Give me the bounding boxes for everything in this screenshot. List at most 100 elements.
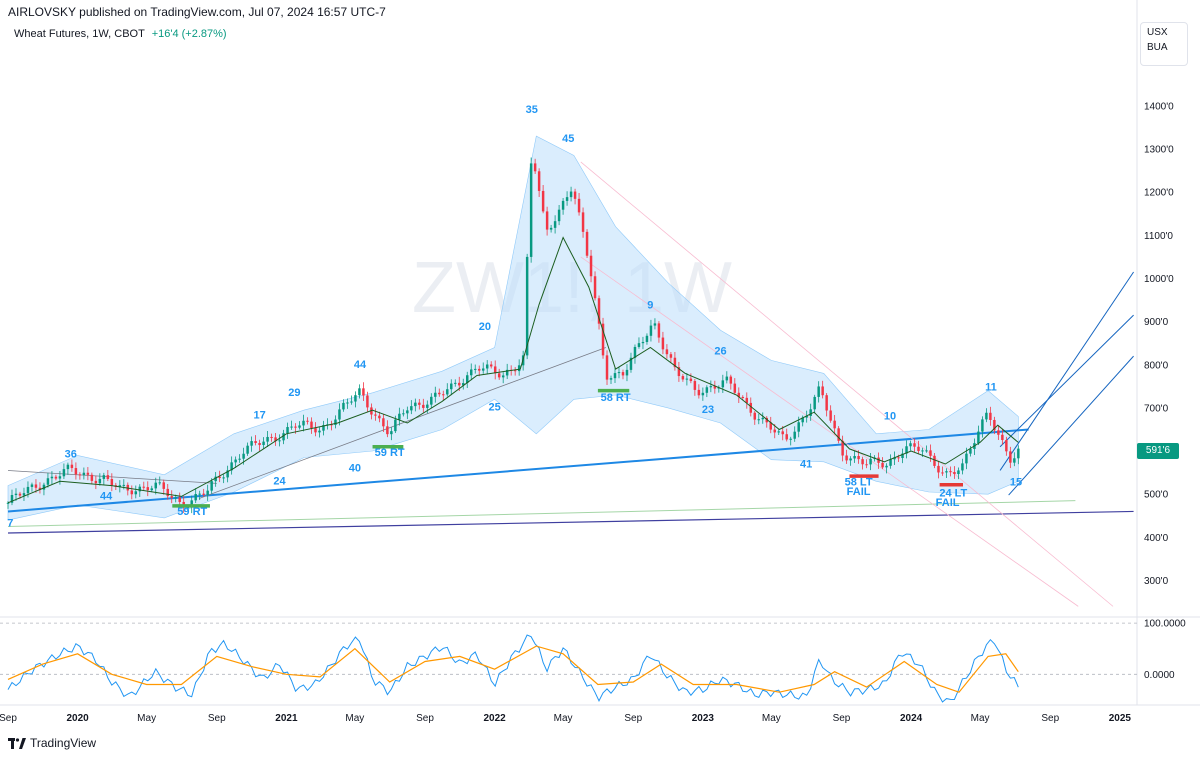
candle-body bbox=[881, 462, 884, 468]
candle-body bbox=[661, 337, 665, 350]
annotation-label: 58 LT bbox=[845, 477, 873, 489]
candle-body bbox=[282, 433, 285, 441]
candle-body bbox=[430, 396, 433, 405]
candle-body bbox=[893, 457, 896, 460]
trendline-channel-1 bbox=[999, 271, 1134, 471]
candle-body bbox=[901, 453, 904, 459]
candle-body bbox=[302, 420, 305, 426]
candle-body bbox=[246, 445, 249, 454]
candle-body bbox=[194, 493, 197, 501]
tradingview-logo[interactable]: TradingView bbox=[8, 736, 96, 750]
annotation-label: 23 bbox=[702, 404, 714, 416]
candle-body bbox=[929, 450, 932, 456]
candle-body bbox=[473, 368, 477, 370]
candle-body bbox=[497, 373, 501, 378]
candle-body bbox=[46, 478, 50, 485]
candle-body bbox=[454, 382, 457, 384]
annotation-label: 17 bbox=[253, 410, 265, 422]
candle-body bbox=[230, 462, 233, 471]
candle-body bbox=[242, 453, 245, 459]
candle-body bbox=[22, 493, 26, 496]
annotation-label: 11 bbox=[985, 382, 997, 394]
candle-body bbox=[178, 497, 181, 502]
candle-body bbox=[334, 419, 337, 425]
candle-body bbox=[422, 404, 425, 408]
candle-body bbox=[585, 231, 589, 256]
symbol-name: Wheat Futures, 1W, CBOT bbox=[14, 28, 145, 40]
trendline-decline-1 bbox=[580, 161, 1114, 607]
candle-body bbox=[82, 472, 86, 476]
candle-body bbox=[605, 355, 609, 380]
candle-body bbox=[290, 426, 293, 428]
candle-body bbox=[110, 478, 114, 486]
candle-body bbox=[6, 502, 10, 504]
candle-body bbox=[689, 378, 693, 382]
candle-body bbox=[629, 357, 633, 370]
candle-body bbox=[330, 424, 333, 426]
trendline-channel-2 bbox=[999, 314, 1134, 448]
candle-body bbox=[278, 440, 281, 442]
candle-body bbox=[262, 441, 265, 446]
candle-body bbox=[697, 389, 701, 396]
sma-line bbox=[7, 236, 1019, 504]
candle-body bbox=[981, 419, 984, 432]
annotation-label: 35 bbox=[526, 104, 538, 116]
candle-body bbox=[649, 325, 653, 336]
candle-body bbox=[549, 227, 553, 230]
candle-body bbox=[446, 389, 449, 395]
candle-body bbox=[406, 410, 409, 414]
candle-body bbox=[645, 335, 649, 342]
candle-body bbox=[693, 381, 697, 390]
annotation-label: 44 bbox=[100, 490, 113, 502]
time-axis-tick: Sep bbox=[1041, 713, 1059, 724]
candle-body bbox=[653, 323, 657, 326]
candle-body bbox=[310, 421, 313, 429]
candle-body bbox=[366, 395, 369, 408]
candle-body bbox=[757, 419, 761, 421]
candle-body bbox=[869, 458, 872, 465]
candle-body bbox=[394, 419, 397, 432]
candle-body bbox=[414, 402, 417, 407]
annotation-label: FAIL bbox=[936, 497, 960, 509]
candle-body bbox=[685, 378, 689, 380]
candle-body bbox=[266, 436, 269, 442]
oscillator-k-line bbox=[7, 634, 1019, 703]
candle-body bbox=[234, 459, 237, 463]
candle-body bbox=[745, 397, 749, 403]
candle-body bbox=[90, 474, 94, 481]
candle-body bbox=[477, 368, 481, 371]
time-axis-tick: Sep bbox=[624, 713, 642, 724]
candle-body bbox=[138, 486, 142, 492]
candle-body bbox=[849, 458, 852, 461]
symbol-change: +16'4 (+2.87%) bbox=[151, 28, 227, 40]
candle-body bbox=[162, 482, 165, 489]
bollinger-band bbox=[7, 135, 1019, 521]
candle-body bbox=[673, 357, 677, 368]
candle-body bbox=[793, 431, 796, 439]
candle-body bbox=[174, 497, 177, 499]
symbol-legend[interactable]: Wheat Futures, 1W, CBOT +16'4 (+2.87%) bbox=[14, 28, 227, 40]
annotation-label: 29 bbox=[288, 387, 300, 399]
candle-body bbox=[897, 457, 900, 459]
candle-body bbox=[462, 383, 465, 386]
candle-body bbox=[505, 369, 509, 376]
candle-body bbox=[933, 455, 936, 466]
candle-body bbox=[294, 426, 297, 428]
candle-body bbox=[917, 446, 920, 451]
currency-box[interactable]: USX BUA bbox=[1140, 22, 1188, 66]
candle-body bbox=[190, 500, 193, 508]
candle-body bbox=[825, 395, 828, 411]
candle-body bbox=[593, 276, 597, 299]
time-axis-tick: Sep bbox=[208, 713, 226, 724]
candle-body bbox=[270, 436, 273, 438]
candle-body bbox=[134, 491, 138, 495]
annotation-label: 20 bbox=[479, 321, 491, 333]
candle-body bbox=[350, 401, 353, 403]
candle-body bbox=[785, 434, 788, 440]
candle-body bbox=[218, 476, 221, 479]
candle-body bbox=[186, 507, 189, 509]
candle-body bbox=[298, 425, 301, 428]
candle-body bbox=[597, 298, 601, 324]
candle-body bbox=[206, 490, 209, 495]
